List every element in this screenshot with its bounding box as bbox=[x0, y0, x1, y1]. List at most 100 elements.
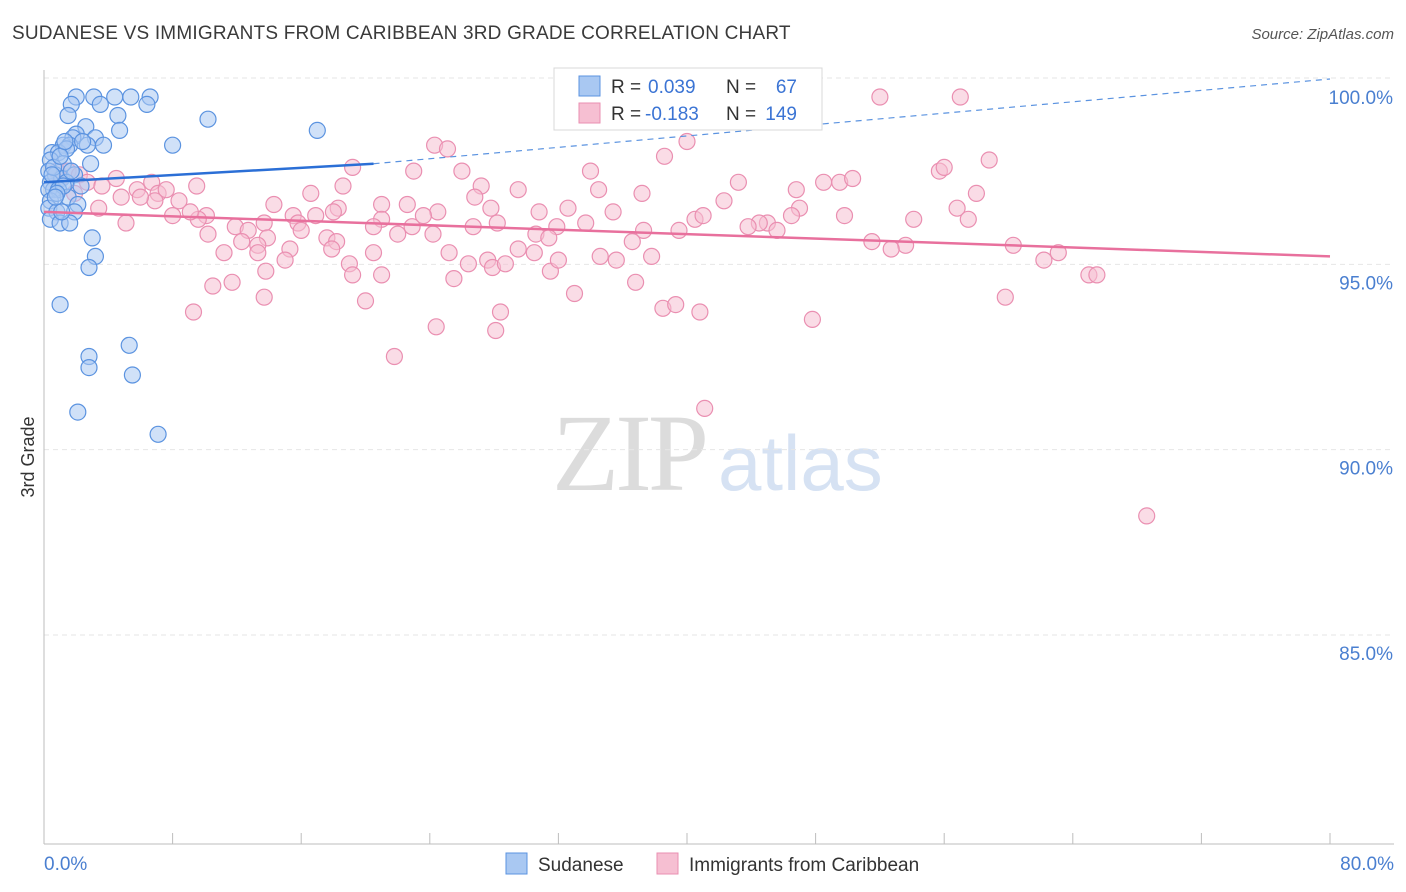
caribbean-point bbox=[633, 184, 651, 202]
stats-swatch-caribbean bbox=[578, 102, 601, 124]
caribbean-point bbox=[364, 244, 383, 262]
caribbean-point bbox=[667, 296, 685, 314]
caribbean-point bbox=[905, 210, 923, 228]
caribbean-point bbox=[466, 188, 484, 206]
stats-r-label-caribbean: R = bbox=[611, 104, 641, 125]
caribbean-point bbox=[980, 151, 998, 169]
sudanese-point bbox=[62, 162, 80, 180]
sudanese-point bbox=[83, 229, 101, 247]
caribbean-point bbox=[871, 88, 889, 106]
stats-r-value-caribbean: -0.183 bbox=[645, 104, 699, 125]
caribbean-point bbox=[729, 173, 748, 191]
sudanese-point bbox=[106, 88, 124, 106]
caribbean-point bbox=[814, 173, 833, 191]
stats-swatch-sudanese bbox=[578, 75, 601, 97]
x-ticks bbox=[43, 833, 1331, 844]
caribbean-point bbox=[803, 310, 822, 328]
y-tick-label: 85.0% bbox=[1339, 644, 1393, 665]
caribbean-point bbox=[951, 88, 969, 106]
watermark-atlas: atlas bbox=[718, 419, 883, 507]
caribbean-point bbox=[1138, 507, 1156, 525]
caribbean-trend-line bbox=[43, 210, 1331, 258]
stats-r-label-sudanese: R = bbox=[611, 77, 641, 98]
caribbean-point bbox=[199, 225, 217, 243]
caribbean-point bbox=[696, 399, 714, 417]
caribbean-point bbox=[496, 255, 514, 273]
caribbean-point bbox=[373, 266, 391, 284]
caribbean-point bbox=[559, 199, 577, 217]
sudanese-point bbox=[46, 188, 64, 206]
caribbean-point bbox=[117, 214, 135, 232]
caribbean-point bbox=[623, 233, 641, 251]
caribbean-point bbox=[131, 188, 149, 206]
caribbean-point bbox=[1088, 266, 1106, 284]
caribbean-point bbox=[996, 288, 1014, 306]
caribbean-point bbox=[670, 221, 688, 239]
sudanese-point bbox=[308, 121, 326, 139]
x-tick-label-max: 80.0% bbox=[1340, 854, 1394, 875]
sudanese-point bbox=[59, 106, 77, 125]
caribbean-point bbox=[1035, 251, 1053, 269]
caribbean-point bbox=[787, 181, 805, 199]
stats-box: R = 0.039 N = 67 R = -0.183 N = 149 bbox=[553, 67, 823, 131]
caribbean-point bbox=[835, 207, 854, 225]
caribbean-point bbox=[324, 203, 342, 221]
caribbean-point bbox=[459, 255, 477, 273]
caribbean-point bbox=[691, 303, 709, 321]
sudanese-point bbox=[109, 106, 127, 125]
caribbean-point bbox=[959, 210, 977, 228]
caribbean-point bbox=[405, 162, 423, 180]
caribbean-point bbox=[438, 140, 457, 158]
stats-n-value-sudanese: 67 bbox=[776, 77, 797, 98]
caribbean-point bbox=[577, 214, 595, 232]
legend-swatch-sudanese bbox=[505, 852, 528, 875]
caribbean-point bbox=[715, 192, 733, 210]
caribbean-point bbox=[170, 192, 188, 210]
sudanese-point bbox=[56, 132, 74, 151]
legend-label-caribbean: Immigrants from Caribbean bbox=[689, 855, 919, 876]
caribbean-point bbox=[482, 199, 500, 217]
caribbean-point bbox=[453, 162, 471, 180]
sudanese-point bbox=[72, 177, 90, 195]
caribbean-point bbox=[323, 240, 341, 258]
caribbean-point bbox=[491, 303, 510, 321]
caribbean-point bbox=[530, 203, 548, 221]
caribbean-point bbox=[509, 181, 527, 199]
sudanese-point bbox=[122, 88, 140, 106]
caribbean-point bbox=[967, 184, 986, 202]
chart-title: SUDANESE VS IMMIGRANTS FROM CARIBBEAN 3R… bbox=[12, 23, 791, 44]
caribbean-point bbox=[204, 277, 222, 295]
y-axis-label: 3rd Grade bbox=[18, 416, 38, 497]
caribbean-point bbox=[509, 240, 527, 258]
caribbean-point bbox=[782, 207, 801, 225]
sudanese-point bbox=[110, 121, 129, 139]
sudanese-point bbox=[73, 132, 92, 151]
caribbean-point bbox=[607, 251, 625, 269]
series-sudanese-points bbox=[40, 88, 326, 443]
legend: Sudanese Immigrants from Caribbean bbox=[505, 852, 919, 876]
x-tick-label-min: 0.0% bbox=[44, 854, 87, 875]
caribbean-point bbox=[302, 184, 320, 202]
stats-r-value-sudanese: 0.039 bbox=[648, 77, 696, 98]
y-tick-labels: 100.0% 95.0% 90.0% 85.0% bbox=[1329, 88, 1394, 665]
caribbean-point bbox=[1049, 244, 1067, 262]
trend-lines bbox=[43, 78, 1331, 258]
caribbean-point bbox=[389, 225, 407, 243]
caribbean-point bbox=[223, 273, 241, 291]
y-tick-label: 90.0% bbox=[1339, 459, 1393, 480]
caribbean-point bbox=[589, 181, 608, 199]
caribbean-point bbox=[373, 195, 391, 214]
caribbean-point bbox=[487, 321, 505, 340]
caribbean-point bbox=[549, 251, 568, 269]
sudanese-point bbox=[80, 359, 98, 377]
stats-n-value-caribbean: 149 bbox=[765, 104, 797, 125]
gridlines bbox=[44, 77, 1394, 636]
caribbean-point bbox=[276, 251, 294, 269]
caribbean-point bbox=[255, 288, 273, 306]
caribbean-point bbox=[385, 347, 403, 366]
caribbean-point bbox=[581, 162, 600, 180]
caribbean-point bbox=[257, 262, 275, 280]
sudanese-point bbox=[123, 366, 141, 384]
y-tick-label: 95.0% bbox=[1339, 273, 1393, 294]
